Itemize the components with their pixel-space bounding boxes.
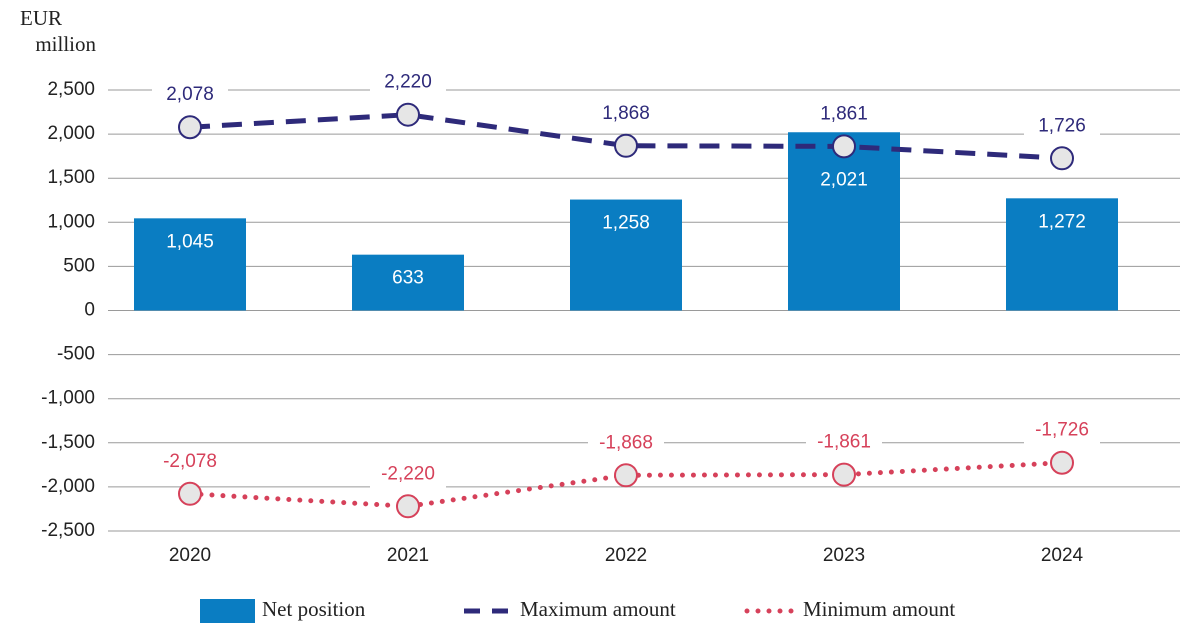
y-tick-label: -1,000: [41, 388, 95, 409]
bar: [788, 132, 900, 311]
data-label: 2,220: [384, 72, 432, 93]
y-tick-label: 500: [63, 255, 95, 276]
x-tick-label: 2024: [1041, 545, 1084, 566]
label-background: [588, 99, 664, 128]
marker: [614, 133, 638, 158]
data-label: -1,861: [817, 432, 871, 453]
label-background: [806, 100, 882, 129]
data-label: -2,078: [163, 451, 217, 472]
data-label: -1,726: [1035, 420, 1089, 441]
data-label: 1,272: [1038, 211, 1086, 232]
x-tick-label: 2023: [823, 545, 865, 566]
data-label: -1,868: [599, 432, 653, 453]
y-tick-label: -2,500: [41, 520, 95, 541]
data-label: 1,861: [820, 103, 868, 124]
marker: [1050, 146, 1074, 171]
y-tick-label: -2,000: [41, 476, 95, 497]
label-background: [152, 81, 228, 110]
marker: [396, 102, 420, 127]
data-label: 2,078: [166, 84, 214, 105]
marker: [832, 462, 856, 487]
label-background: [1024, 416, 1100, 445]
label-background: [370, 68, 446, 97]
label-background: [152, 447, 228, 476]
x-tick-label: 2022: [605, 545, 647, 566]
x-tick-label: 2020: [169, 545, 211, 566]
legend-label: Maximum amount: [520, 597, 676, 621]
y-tick-label: 0: [84, 300, 95, 321]
data-label: 1,045: [166, 231, 214, 252]
y-axis-label: million: [35, 32, 96, 56]
label-background: [1024, 112, 1100, 141]
y-tick-label: -500: [57, 344, 95, 365]
marker: [396, 494, 420, 519]
y-tick-label: 1,500: [47, 167, 95, 188]
label-background: [370, 460, 446, 489]
label-background: [806, 428, 882, 457]
y-tick-label: -1,500: [41, 432, 95, 453]
data-label: -2,220: [381, 463, 435, 484]
marker: [614, 463, 638, 488]
marker: [178, 481, 202, 506]
y-axis-label: EUR: [20, 6, 62, 30]
legend-label: Net position: [262, 597, 366, 621]
legend-label: Minimum amount: [803, 597, 955, 621]
marker: [1050, 450, 1074, 475]
bar: [1006, 198, 1118, 311]
data-label: 2,021: [820, 169, 868, 190]
y-tick-label: 2,500: [47, 79, 95, 100]
data-label: 633: [392, 268, 424, 289]
data-label: 1,868: [602, 103, 650, 124]
bar: [352, 254, 464, 311]
line: [189, 112, 1063, 161]
data-label: 1,726: [1038, 115, 1086, 136]
bar: [134, 218, 246, 311]
y-tick-label: 2,000: [47, 123, 95, 144]
x-tick-label: 2021: [387, 545, 429, 566]
y-tick-label: 1,000: [47, 211, 95, 232]
marker: [832, 134, 856, 159]
marker: [178, 115, 202, 140]
bar: [570, 199, 682, 311]
data-label: 1,258: [602, 213, 650, 234]
legend-swatch: [200, 599, 255, 623]
label-background: [588, 429, 664, 458]
